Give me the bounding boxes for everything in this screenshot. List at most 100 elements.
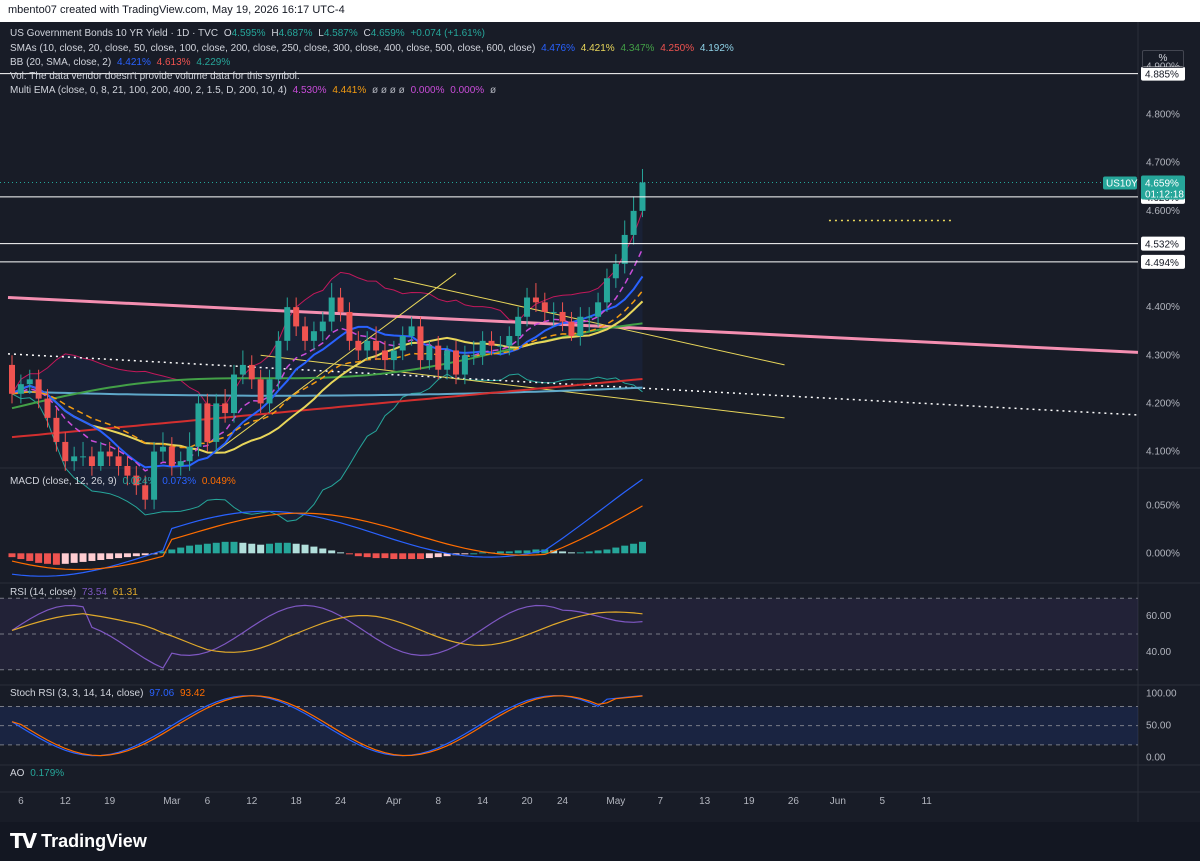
candle-body (106, 451, 113, 457)
stoch-tick-label: 50.00 (1146, 721, 1171, 732)
macd-hist-bar-64 (576, 552, 584, 554)
candle-17 (159, 432, 166, 462)
candle-12 (115, 446, 122, 476)
macd-hist-bar-37 (337, 552, 345, 554)
macd-hist-bar-34 (310, 546, 318, 554)
macd-hist-bar-58 (523, 550, 531, 554)
candle-6 (62, 432, 69, 471)
candle-63 (568, 311, 575, 341)
ohlc-change: +0.074 (+1.61%) (410, 28, 485, 39)
price-tick-label: 4.100% (1146, 447, 1180, 458)
macd-hist-bar-27 (248, 543, 256, 554)
macd-legend[interactable]: MACD (close, 12, 26, 9) 0.024% 0.073% 0.… (10, 476, 236, 487)
chart-canvas[interactable]: 4.900%4.800%4.700%4.600%4.500%4.400%4.30… (0, 22, 1200, 822)
time-tick-label: 5 (879, 796, 885, 807)
level-badge (1141, 66, 1185, 81)
macd-hist-bar-2 (26, 553, 34, 561)
bollinger-lower (11, 373, 643, 522)
candle-body (479, 340, 486, 356)
signal-line (11, 505, 643, 571)
candle-58 (524, 287, 531, 327)
candle-body (177, 461, 184, 466)
rsi-line (11, 604, 643, 669)
ao-legend[interactable]: AO 0.179% (10, 768, 65, 779)
macd-hist-bar-66 (594, 550, 602, 554)
chart-area[interactable]: 4.900%4.800%4.700%4.600%4.500%4.400%4.30… (0, 22, 1200, 822)
candle-body (159, 446, 166, 452)
ema-legend[interactable]: Multi EMA (close, 0, 8, 21, 100, 200, 40… (10, 85, 497, 96)
macd-line (11, 478, 643, 577)
macd-hist-bar-32 (292, 543, 300, 554)
scale-mode-button[interactable]: % (1142, 50, 1184, 68)
time-tick-label: 6 (18, 796, 24, 807)
candle-body (337, 297, 344, 312)
candle-62 (559, 302, 566, 332)
sma200-line (11, 386, 643, 397)
macd-hist-bar-9 (88, 553, 96, 561)
time-tick-label: 13 (699, 796, 711, 807)
time-tick-label: 12 (60, 796, 72, 807)
candle-body (488, 340, 495, 346)
macd-hist-bar-22 (203, 543, 211, 554)
macd-hist-bar-13 (123, 553, 131, 558)
price-tick-label: 4.600% (1146, 206, 1180, 217)
candle-body (9, 364, 15, 394)
candle-body (186, 446, 193, 462)
macd-hist-bar-47 (425, 553, 433, 559)
macd-hist-bar-31 (283, 542, 291, 554)
tradingview-logo[interactable]: TV TradingView (10, 829, 147, 853)
price-tick-label: 4.400% (1146, 302, 1180, 313)
candle-body (248, 364, 255, 380)
candle-body (506, 336, 513, 346)
bb-legend[interactable]: BB (20, SMA, close, 2) 4.421% 4.613% 4.2… (10, 57, 231, 68)
last-price-badge (1141, 175, 1185, 200)
rising-wedge-line (215, 273, 457, 452)
candle-34 (310, 321, 317, 351)
candle-body (17, 384, 24, 394)
rsi-tick-label: 60.00 (1146, 611, 1171, 622)
macd-hist-bar-43 (390, 553, 398, 560)
candle-body (364, 340, 371, 351)
candle-body (373, 340, 380, 351)
candle-65 (586, 307, 593, 332)
candle-body (231, 374, 237, 414)
candle-4 (44, 388, 51, 428)
macd-hist-bar-12 (115, 553, 123, 559)
candle-54 (488, 331, 495, 356)
stoch-tick-label: 100.00 (1146, 689, 1177, 700)
macd-hist-bar-69 (621, 545, 629, 554)
candle-42 (381, 340, 388, 370)
time-tick-label: 18 (291, 796, 303, 807)
macd-hist-bar-15 (141, 553, 149, 556)
candle-70 (630, 196, 637, 245)
macd-hist-bar-55 (496, 551, 504, 554)
candle-body (470, 355, 477, 357)
ohlc-low: 4.587% (323, 28, 358, 39)
sma-legend[interactable]: SMAs (10, close, 20, close, 50, close, 1… (10, 43, 734, 54)
candle-9 (88, 446, 95, 476)
candle-body (62, 441, 69, 462)
rsi-legend[interactable]: RSI (14, close) 73.54 61.31 (10, 587, 138, 598)
macd-hist-bar-23 (212, 542, 220, 554)
candle-64 (577, 307, 584, 346)
candle-71 (639, 168, 646, 218)
macd-hist-bar-70 (630, 543, 638, 554)
candle-body (328, 297, 335, 322)
price-tick-label: 4.300% (1146, 350, 1180, 361)
candle-49 (444, 345, 451, 380)
sma20-line (11, 300, 644, 454)
time-tick-label: 24 (335, 796, 347, 807)
level-badge (1141, 254, 1185, 269)
symbol-badge (1103, 176, 1137, 190)
time-tick-label: 24 (557, 796, 569, 807)
tv-logo-icon: TV (10, 829, 37, 853)
vol-legend[interactable]: Vol: The data vendor doesn't provide vol… (10, 71, 300, 82)
candle-body (612, 263, 619, 279)
stoch-legend[interactable]: Stoch RSI (3, 3, 14, 14, close) 97.06 93… (10, 688, 206, 699)
candle-body (213, 403, 220, 442)
macd-hist-bar-42 (381, 553, 389, 559)
macd-hist-bar-49 (443, 553, 451, 557)
candle-body (515, 316, 522, 337)
macd-hist-bar-17 (159, 551, 167, 554)
candle-61 (550, 302, 557, 327)
